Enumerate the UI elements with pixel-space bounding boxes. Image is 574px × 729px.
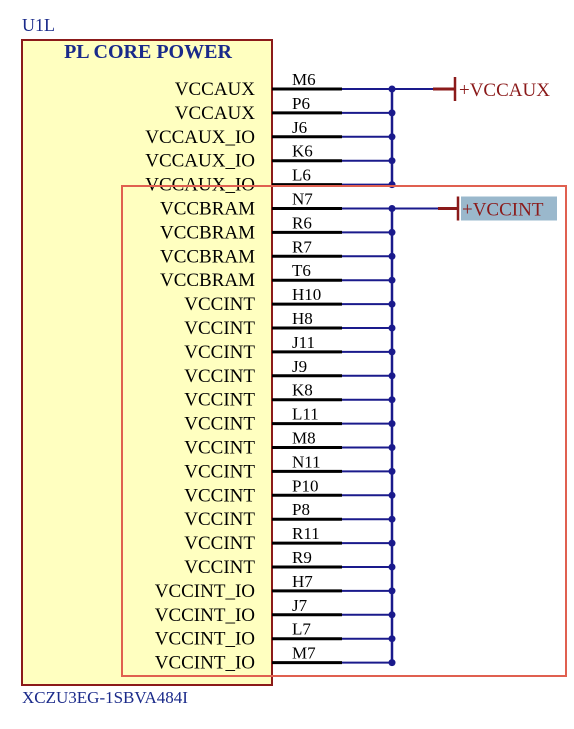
pin-number: R9: [292, 548, 312, 567]
pin-number: H10: [292, 285, 321, 304]
pin-number: J11: [292, 333, 315, 352]
pin-name: VCCINT: [184, 461, 255, 482]
pin-name: VCCINT: [184, 294, 255, 315]
pin-name: VCCINT: [184, 557, 255, 578]
pin-name: VCCAUX: [175, 103, 256, 124]
pin-r7[interactable]: VCCBRAM R7: [160, 237, 342, 267]
pin-p6[interactable]: VCCAUX P6: [175, 94, 342, 124]
pin-name: VCCINT_IO: [155, 629, 255, 650]
pin-name: VCCINT: [184, 509, 255, 530]
pin-number: N11: [292, 452, 321, 471]
net-labels-group: +VCCAUX +VCCINT: [390, 77, 557, 663]
pin-name: VCCINT_IO: [155, 605, 255, 626]
pin-j11[interactable]: VCCINT J11: [184, 333, 342, 363]
pin-number: L6: [292, 166, 311, 185]
pin-k6[interactable]: VCCAUX_IO K6: [145, 142, 342, 172]
pin-r11[interactable]: VCCINT R11: [184, 524, 342, 554]
pin-name: VCCINT_IO: [155, 653, 255, 674]
pin-number: J7: [292, 596, 308, 615]
pin-number: P10: [292, 476, 318, 495]
pin-name: VCCAUX_IO: [145, 151, 255, 172]
pin-name: VCCINT: [184, 390, 255, 411]
pin-number: P6: [292, 94, 310, 113]
selection-highlight-box: [121, 185, 567, 677]
component-designator: U1L: [22, 15, 55, 35]
pin-number: L7: [292, 620, 311, 639]
pin-name: VCCBRAM: [160, 246, 255, 267]
pin-p8[interactable]: VCCINT P8: [184, 500, 342, 530]
component-body[interactable]: [21, 39, 273, 686]
pin-n11[interactable]: VCCINT N11: [184, 452, 342, 482]
pin-name: VCCINT: [184, 318, 255, 339]
pin-number: M6: [292, 70, 316, 89]
pin-number: K8: [292, 381, 313, 400]
pin-name: VCCBRAM: [160, 270, 255, 291]
pin-name: VCCINT: [184, 533, 255, 554]
pin-number: M7: [292, 644, 316, 663]
pin-number: T6: [292, 261, 311, 280]
pin-name: VCCBRAM: [160, 222, 255, 243]
pin-m6[interactable]: VCCAUX M6: [175, 70, 342, 100]
pin-number: K6: [292, 142, 313, 161]
pin-n7[interactable]: VCCBRAM N7: [160, 190, 342, 220]
pin-number: J6: [292, 118, 307, 137]
pin-name: VCCAUX_IO: [145, 127, 255, 148]
wires-group: [342, 85, 396, 667]
net-label-highlight: [461, 196, 557, 221]
pin-j7[interactable]: VCCINT_IO J7: [155, 596, 342, 626]
pin-r9[interactable]: VCCINT R9: [184, 548, 342, 578]
pin-name: VCCINT: [184, 438, 255, 459]
component-part-number: XCZU3EG-1SBVA484I: [22, 688, 188, 707]
pin-name: VCCINT: [184, 414, 255, 435]
pin-number: R11: [292, 524, 320, 543]
pin-number: L11: [292, 405, 319, 424]
pin-number: M8: [292, 429, 316, 448]
pin-number: R6: [292, 213, 312, 232]
pin-l7[interactable]: VCCINT_IO L7: [155, 620, 342, 650]
pin-h10[interactable]: VCCINT H10: [184, 285, 342, 315]
net-label[interactable]: +VCCAUX: [459, 80, 550, 101]
pin-t6[interactable]: VCCBRAM T6: [160, 261, 342, 291]
pin-name: VCCINT_IO: [155, 581, 255, 602]
pin-h7[interactable]: VCCINT_IO H7: [155, 572, 342, 602]
pin-p10[interactable]: VCCINT P10: [184, 476, 342, 506]
net-vccaux[interactable]: +VCCAUX: [390, 77, 550, 185]
pin-r6[interactable]: VCCBRAM R6: [160, 213, 342, 243]
pin-name: VCCAUX: [175, 79, 256, 100]
pin-l11[interactable]: VCCINT L11: [184, 405, 342, 435]
pin-number: P8: [292, 500, 310, 519]
pin-number: H7: [292, 572, 313, 591]
pin-number: N7: [292, 190, 313, 209]
pin-j6[interactable]: VCCAUX_IO J6: [145, 118, 342, 148]
pin-number: R7: [292, 237, 312, 256]
pin-name: VCCINT: [184, 366, 255, 387]
pin-name: VCCINT: [184, 485, 255, 506]
pin-name: VCCINT: [184, 342, 255, 363]
net-vccint[interactable]: +VCCINT: [390, 196, 557, 663]
component-title: PL CORE POWER: [64, 41, 232, 63]
pin-k8[interactable]: VCCINT K8: [184, 381, 342, 411]
pin-name: VCCBRAM: [160, 199, 255, 220]
net-label[interactable]: +VCCINT: [462, 200, 544, 221]
pin-m8[interactable]: VCCINT M8: [184, 429, 342, 459]
pin-number: H8: [292, 309, 313, 328]
pin-h8[interactable]: VCCINT H8: [184, 309, 342, 339]
pin-number: J9: [292, 357, 307, 376]
pin-j9[interactable]: VCCINT J9: [184, 357, 342, 387]
pin-m7[interactable]: VCCINT_IO M7: [155, 644, 342, 674]
